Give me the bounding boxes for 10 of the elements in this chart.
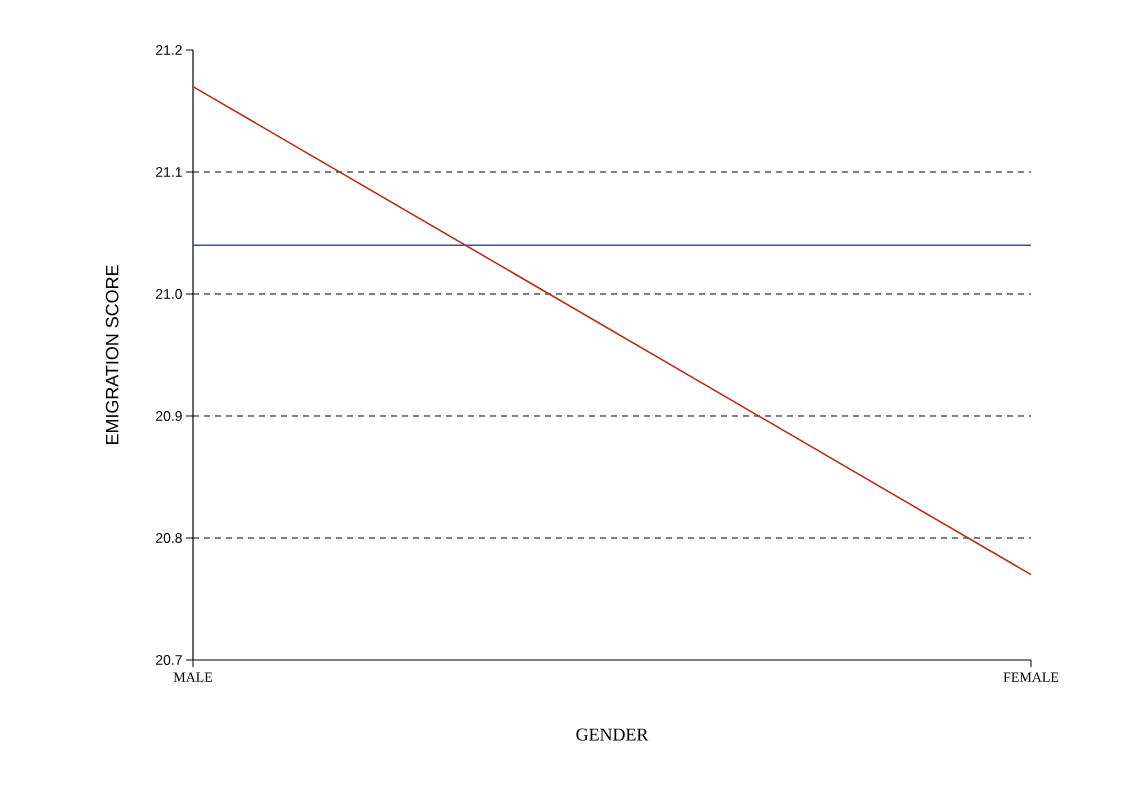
y-tick-label: 21.2 — [156, 45, 182, 55]
x-tick-label: FEMALE — [1003, 672, 1059, 682]
x-axis-title: GENDER — [576, 728, 649, 741]
y-tick-label: 21.0 — [156, 289, 182, 299]
y-tick-label: 20.7 — [156, 655, 182, 665]
y-tick-label: 21.1 — [156, 167, 182, 177]
y-tick-label: 20.8 — [156, 533, 182, 543]
x-tick-label: MALE — [173, 672, 213, 682]
y-axis-title: EMIGRATION SCORE — [105, 265, 119, 445]
y-tick-label: 20.9 — [156, 411, 182, 421]
